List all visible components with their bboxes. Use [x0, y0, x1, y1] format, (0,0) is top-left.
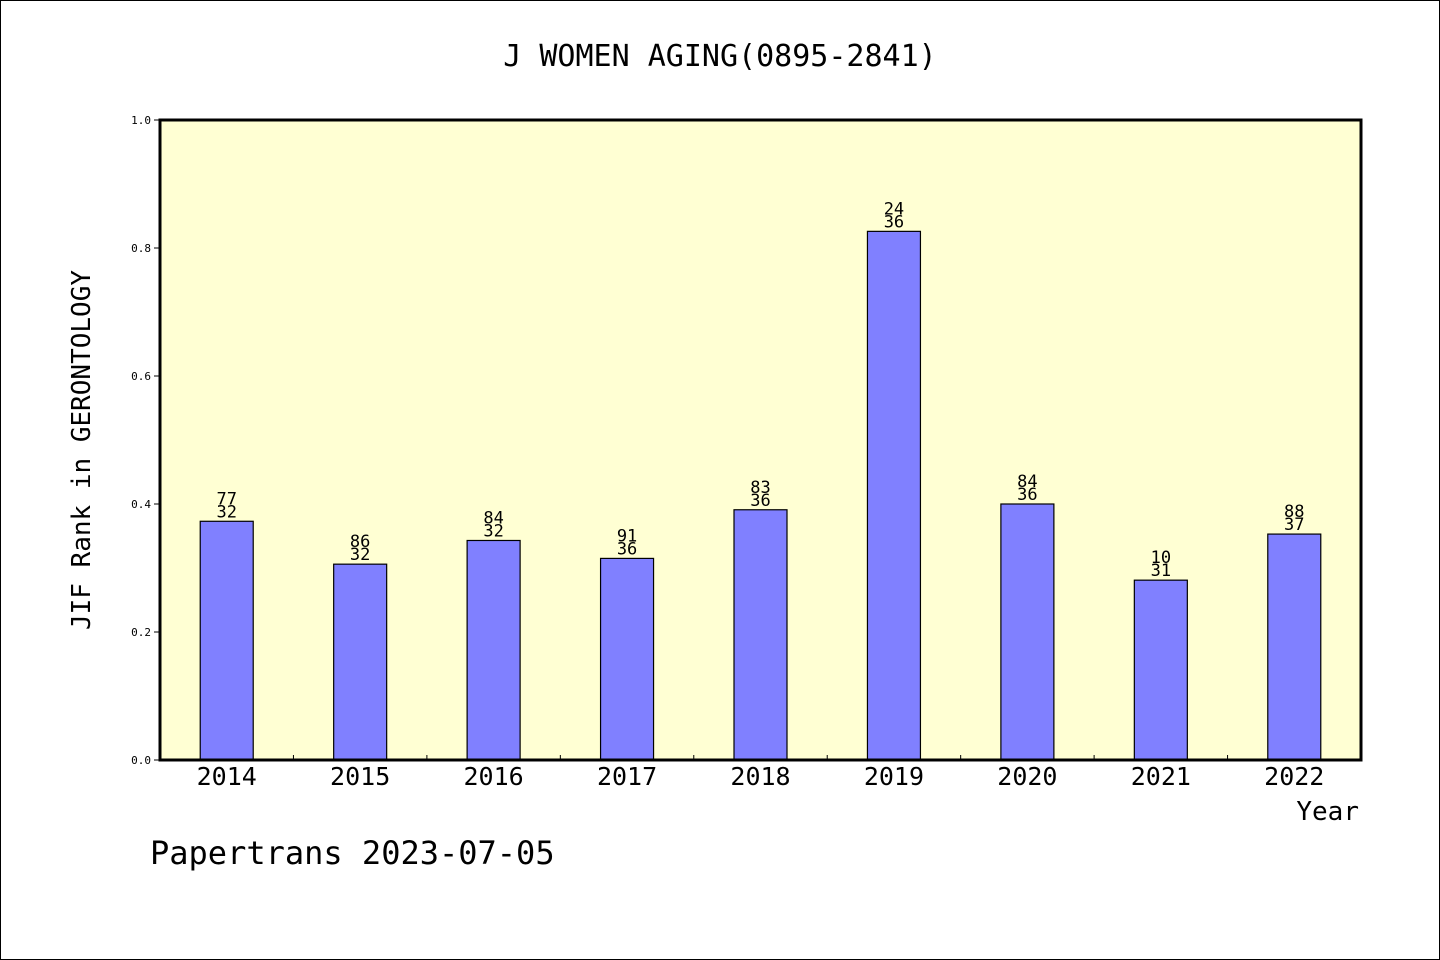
bar-label-bottom: 32: [350, 545, 370, 565]
plot-border: [158, 118, 1363, 762]
bar: [1133, 579, 1188, 761]
bar-label-bottom: 36: [617, 539, 637, 559]
bar-label-bottom: 36: [1017, 485, 1037, 505]
bar-label-bottom: 36: [750, 491, 770, 511]
x-tick-label: 2016: [464, 762, 524, 791]
bar: [733, 509, 788, 761]
x-axis-label: Year: [1296, 797, 1359, 827]
bar: [599, 557, 655, 761]
bar-label-top: 88: [1284, 502, 1304, 522]
y-tick-label: 0.8: [131, 242, 151, 255]
bar: [466, 539, 521, 761]
y-axis: 0.0 0.2 0.4 0.6 0.8 1.0: [131, 114, 160, 767]
bar-label-top: 91: [617, 526, 637, 546]
bar-label-top: 86: [350, 532, 370, 552]
chart-title: J WOMEN AGING(0895-2841): [503, 39, 936, 74]
x-tick-label: 2018: [730, 762, 790, 791]
bar-label-bottom: 37: [1284, 515, 1304, 535]
y-tick-label: 0.6: [131, 370, 151, 383]
bar-label-top: 24: [884, 199, 904, 219]
y-axis-label: JIF Rank in GERONTOLOGY: [67, 270, 97, 630]
bar-label-bottom: 32: [483, 521, 503, 541]
x-tick-label: 2014: [197, 762, 257, 791]
bar-label-bottom: 31: [1151, 561, 1171, 581]
bar-label-top: 10: [1151, 548, 1171, 568]
y-tick-label: 0.4: [131, 498, 151, 511]
bar-label-bottom: 36: [884, 212, 904, 232]
x-tick-label: 2017: [597, 762, 657, 791]
bar-label-top: 84: [483, 508, 503, 528]
bar: [1267, 533, 1322, 761]
watermark-text: Papertrans 2023-07-05: [150, 834, 555, 872]
y-tick-label: 1.0: [131, 114, 151, 127]
x-tick-label: 2019: [864, 762, 924, 791]
x-axis: 2014 2015 2016 2017 2018 2019 2020 2021 2022: [197, 755, 1324, 791]
x-tick-label: 2021: [1131, 762, 1191, 791]
x-tick-label: 2015: [330, 762, 390, 791]
y-tick-label: 0.0: [131, 754, 151, 767]
bar-label-top: 77: [216, 489, 236, 509]
bar: [333, 563, 388, 761]
x-tick-label: 2020: [997, 762, 1057, 791]
x-tick-label: 2022: [1264, 762, 1324, 791]
bar: [1000, 503, 1055, 761]
bar: [199, 520, 254, 761]
bar-label-bottom: 32: [216, 502, 236, 522]
bar-label-top: 83: [750, 478, 770, 498]
bar: [866, 230, 922, 761]
y-tick-label: 0.2: [131, 626, 151, 639]
bar-label-top: 84: [1017, 472, 1037, 492]
